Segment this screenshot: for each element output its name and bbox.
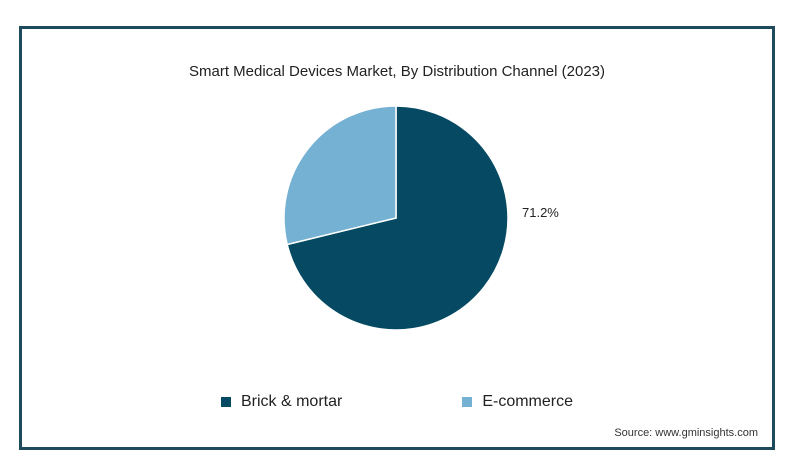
legend-swatch-e-commerce [462,397,473,407]
legend-label-brick-mortar: Brick & mortar [240,393,343,410]
chart-title: Smart Medical Devices Market, By Distrib… [189,63,605,80]
legend-swatch-brick-mortar [220,397,231,407]
legend: Brick & mortar E-commerce [22,391,772,413]
pie-slice-brick-mortar [286,105,509,331]
legend-item-e-commerce: E-commerce [462,391,573,413]
legend-label-e-commerce: E-commerce [482,393,574,410]
source-note: Source: www.gminsights.com [614,427,758,439]
pie-chart: 71.2% [283,105,559,331]
legend-item-brick-mortar: Brick & mortar [220,391,343,413]
slice-label-brick-mortar: 71.2% [522,205,559,220]
pie-slice-e-commerce [283,105,397,246]
chart-frame: Smart Medical Devices Market, By Distrib… [19,26,775,450]
